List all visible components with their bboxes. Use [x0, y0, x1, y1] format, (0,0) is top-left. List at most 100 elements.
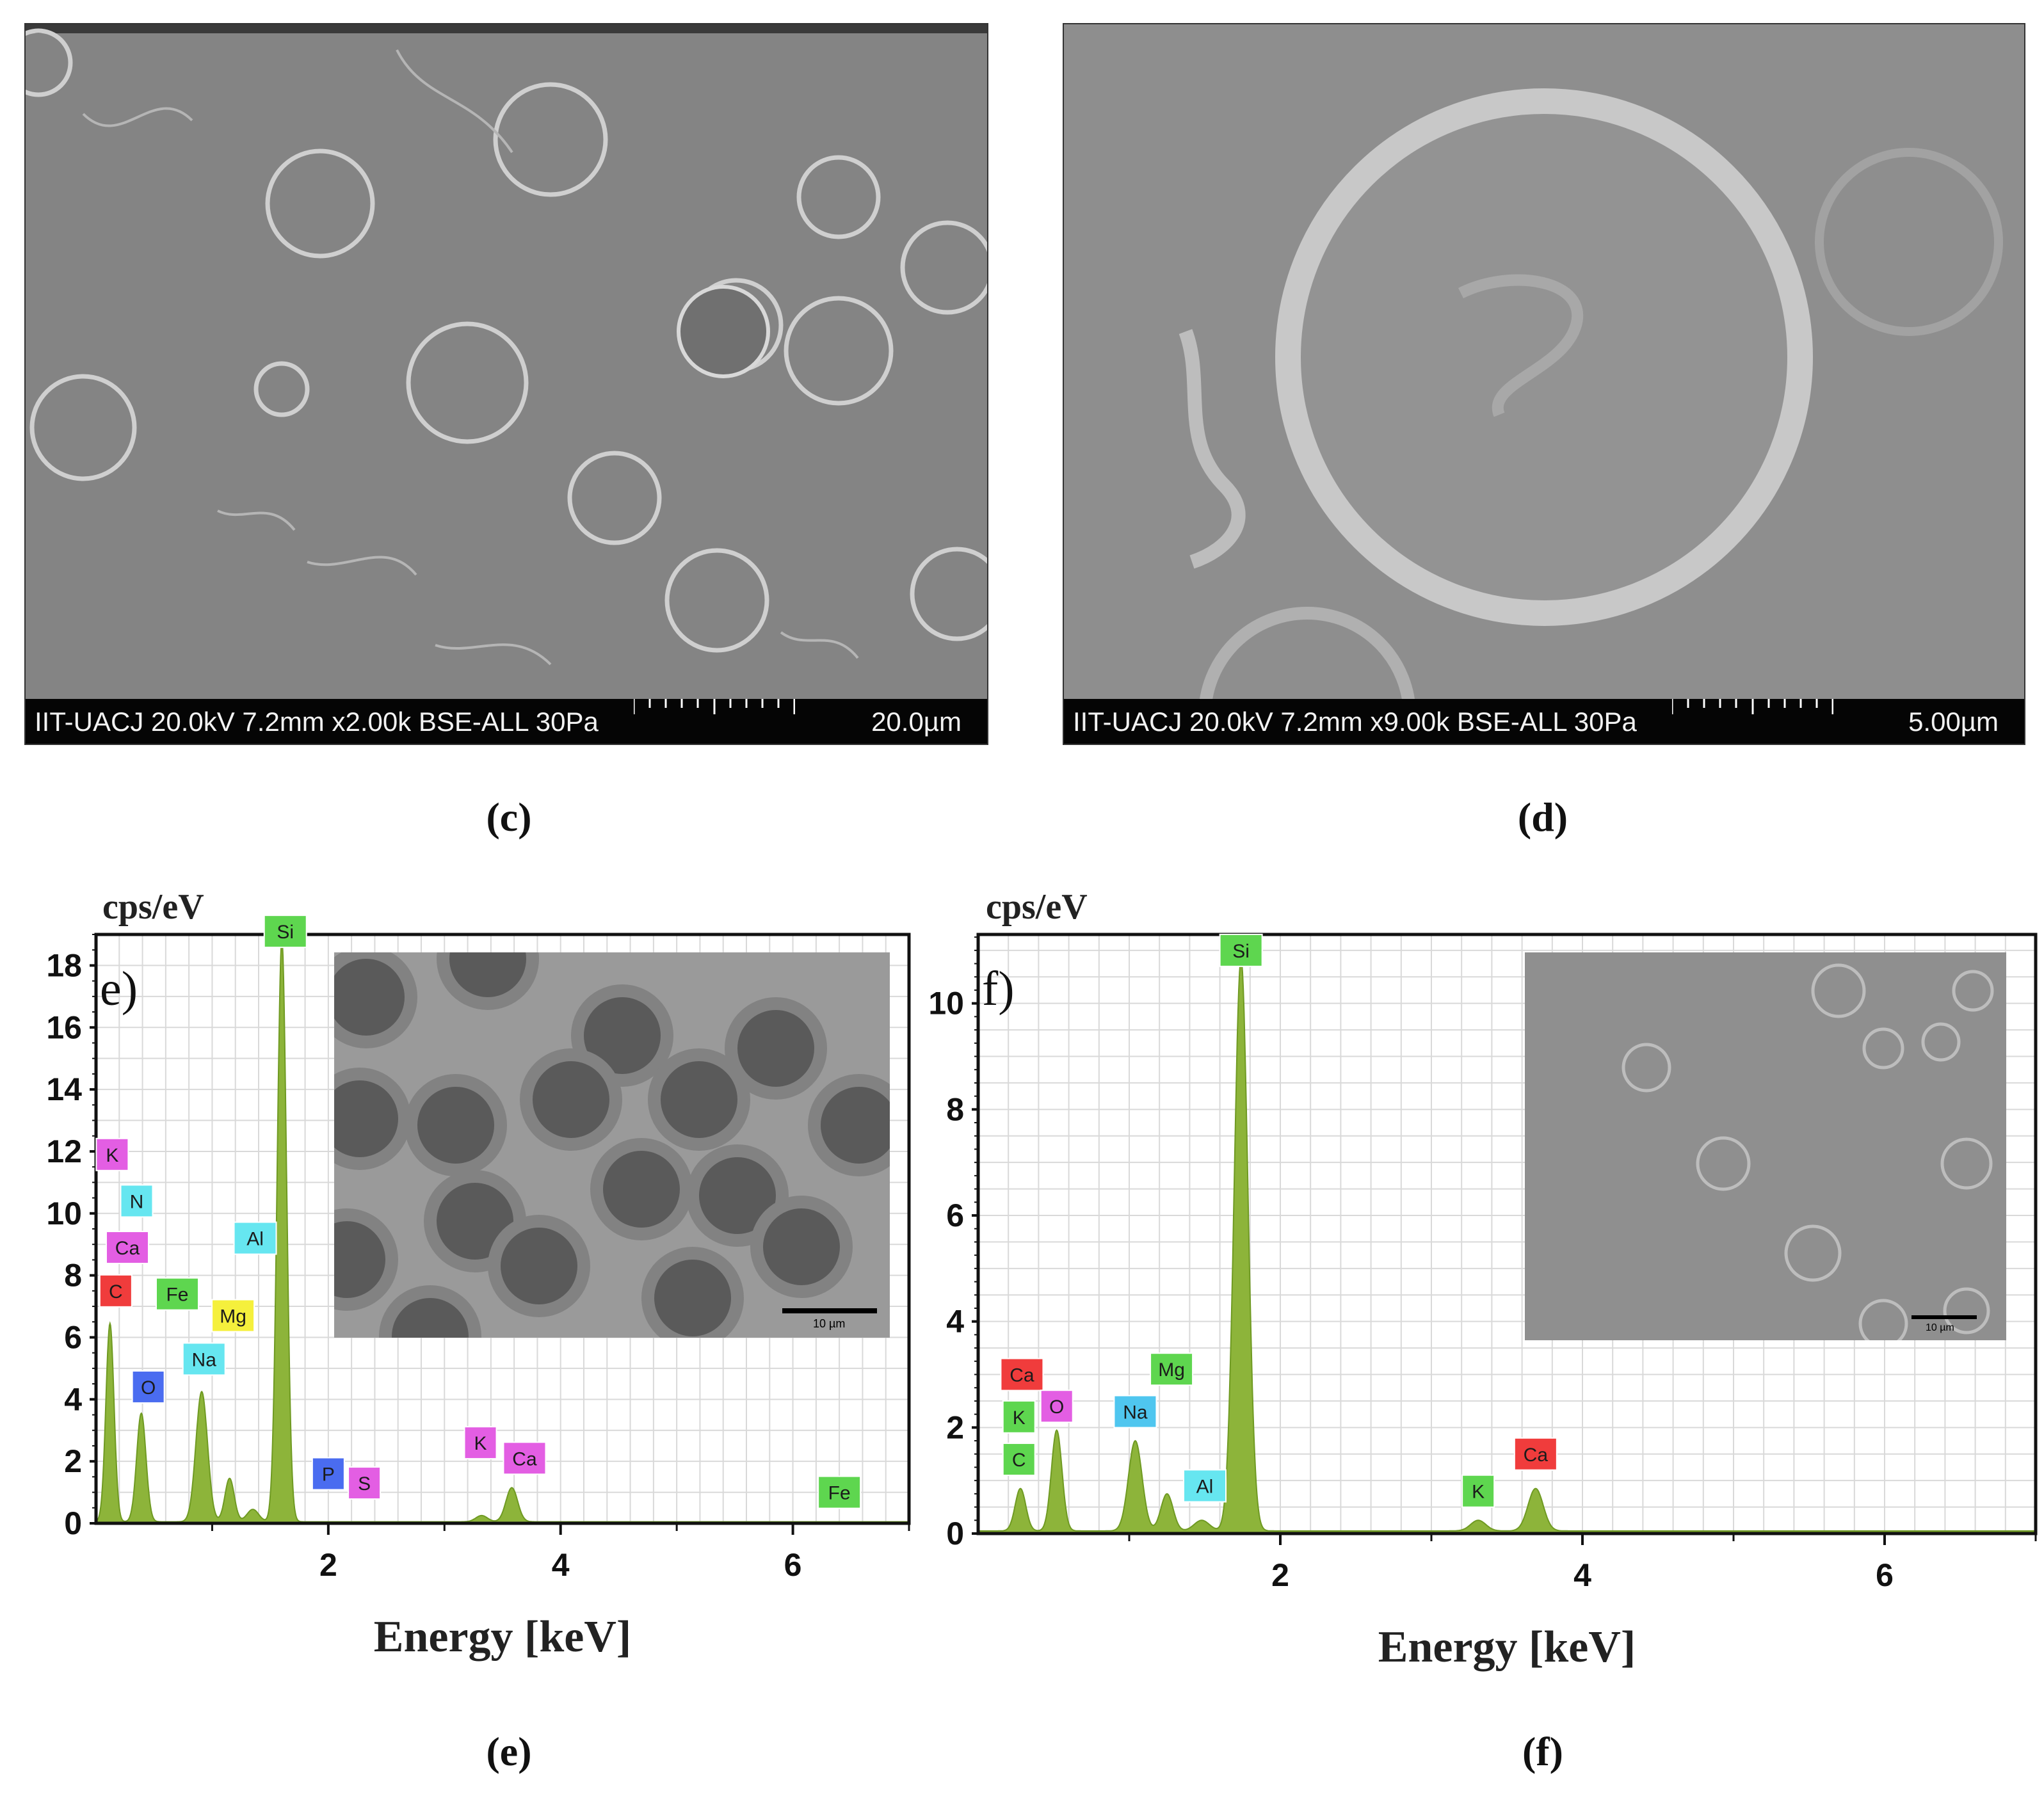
- sem-databar-d: IIT-UACJ 20.0kV 7.2mm x9.00k BSE-ALL 30P…: [1064, 699, 2024, 744]
- element-tag-si: Si: [1219, 933, 1263, 967]
- y-tick-label: 2: [64, 1443, 82, 1479]
- element-tag-ca: Ca: [503, 1441, 547, 1475]
- element-tag-label: Si: [277, 922, 294, 943]
- y-tick-label: 0: [64, 1505, 82, 1541]
- element-tag-label: C: [1012, 1450, 1026, 1471]
- element-tag-box: [348, 1466, 382, 1500]
- element-tag-box: [211, 1299, 255, 1333]
- element-tag-k: K: [1461, 1474, 1495, 1508]
- element-tag-box: [120, 1184, 154, 1218]
- element-tag-box: [156, 1277, 199, 1311]
- element-tag-label: K: [474, 1433, 487, 1454]
- element-tag-fe: Fe: [817, 1475, 862, 1509]
- element-tag-label: K: [106, 1145, 118, 1166]
- element-tag-p: P: [311, 1457, 345, 1491]
- y-tick-label: 12: [46, 1134, 82, 1169]
- panel-letter: f): [982, 962, 1015, 1016]
- element-tag-box: [1002, 1400, 1036, 1434]
- element-tag-label: Si: [1232, 941, 1250, 962]
- sem-image-c: IIT-UACJ 20.0kV 7.2mm x2.00k BSE-ALL 30P…: [24, 23, 988, 745]
- element-tag-ca: Ca: [1513, 1437, 1557, 1471]
- y-axis-title: cps/eV: [986, 887, 1088, 927]
- y-tick-label: 6: [946, 1198, 964, 1233]
- element-tag-label: K: [1013, 1407, 1026, 1429]
- inset-scale-label-f: 10 µm: [1926, 1322, 1954, 1333]
- element-tag-box: [105, 1231, 149, 1265]
- y-tick-label: 10: [928, 986, 964, 1022]
- element-tag-k: K: [95, 1137, 129, 1171]
- sem-info-text-d: IIT-UACJ 20.0kV 7.2mm x9.00k BSE-ALL 30P…: [1073, 707, 1637, 737]
- element-tag-c: C: [99, 1274, 133, 1308]
- sem-micrograph-d: [1064, 24, 2024, 744]
- sem-scale-ticks-d: [1672, 699, 1833, 714]
- spectrum-area: [978, 958, 2036, 1534]
- element-tag-s: S: [348, 1466, 382, 1500]
- panel-letter: e): [100, 962, 138, 1016]
- element-tag-box: [95, 1137, 129, 1171]
- element-tag-label: Ca: [1010, 1365, 1034, 1386]
- element-tag-mg: Mg: [1150, 1352, 1194, 1386]
- sem-scale-label-c: 20.0µm: [871, 707, 962, 737]
- element-tag-box: [463, 1426, 497, 1460]
- y-tick-label: 0: [946, 1516, 964, 1551]
- element-tag-label: C: [109, 1281, 123, 1302]
- y-tick-label: 2: [946, 1409, 964, 1445]
- y-tick-label: 8: [64, 1258, 82, 1294]
- element-tag-label: Al: [246, 1229, 264, 1250]
- element-tag-box: [1219, 933, 1263, 967]
- sem-image-d: IIT-UACJ 20.0kV 7.2mm x9.00k BSE-ALL 30P…: [1063, 23, 2025, 745]
- y-tick-label: 10: [46, 1196, 82, 1231]
- element-tag-box: [503, 1441, 547, 1475]
- element-tag-si: Si: [263, 915, 307, 949]
- x-axis-title: Energy [keV]: [374, 1612, 631, 1662]
- x-tick-label: 6: [784, 1547, 802, 1583]
- y-tick-label: 4: [64, 1381, 82, 1417]
- element-tag-n: N: [120, 1184, 154, 1218]
- sem-scale-ticks-c: [634, 699, 795, 714]
- caption-c: (c): [486, 794, 532, 840]
- eds-chart-e: 0 2 4 6 8 10 12 14 16 18 2 4 6 cps/eV Energy [keV] e) K N…: [0, 877, 999, 1683]
- element-tag-label: Mg: [220, 1306, 246, 1327]
- y-tick-label: 16: [46, 1009, 82, 1045]
- element-tag-box: [1150, 1352, 1194, 1386]
- element-tag-box: [1113, 1395, 1157, 1429]
- sem-scale-label-d: 5.00µm: [1908, 707, 1999, 737]
- element-tag-box: [1461, 1474, 1495, 1508]
- x-axis-title: Energy [keV]: [1378, 1623, 1636, 1672]
- element-tag-ca: Ca: [1000, 1358, 1044, 1391]
- element-tag-al: Al: [1183, 1469, 1227, 1503]
- element-tag-box: [99, 1274, 133, 1308]
- element-tag-label: Fe: [166, 1285, 188, 1306]
- element-tag-na: Na: [182, 1342, 226, 1376]
- eds-chart-f: 0 2 4 6 8 10 2 4 6 cps/eV Energy [keV] f) Ca K C O Mg Na A…: [922, 877, 2044, 1683]
- element-tag-o: O: [131, 1370, 165, 1404]
- element-tag-label: Na: [192, 1349, 217, 1370]
- element-tag-box: [233, 1221, 277, 1255]
- element-tag-fe: Fe: [156, 1277, 199, 1311]
- element-tag-label: O: [141, 1377, 156, 1398]
- element-tag-label: S: [358, 1473, 371, 1494]
- inset-micrograph-f: 10 µm: [1525, 952, 2006, 1340]
- element-tag-label: Fe: [828, 1483, 851, 1504]
- element-tag-box: [263, 915, 307, 949]
- inset-image-f: [1525, 952, 2006, 1340]
- y-tick-label: 18: [46, 947, 82, 983]
- element-tag-box: [1183, 1469, 1227, 1503]
- element-tag-k: K: [1002, 1400, 1036, 1434]
- element-tag-box: [1513, 1437, 1557, 1471]
- y-tick-label: 6: [64, 1319, 82, 1355]
- element-tag-label: N: [130, 1191, 144, 1212]
- element-tag-label: O: [1049, 1397, 1064, 1418]
- element-tag-label: Al: [1196, 1476, 1214, 1497]
- caption-d: (d): [1517, 794, 1568, 840]
- y-tick-label: 14: [46, 1071, 82, 1107]
- element-tag-box: [1040, 1390, 1074, 1423]
- element-tag-box: [1002, 1443, 1036, 1477]
- inset-scale-label-e: 10 µm: [813, 1317, 846, 1330]
- y-tick-label: 4: [946, 1304, 964, 1340]
- element-tag-box: [182, 1342, 226, 1376]
- element-tag-o: O: [1040, 1390, 1074, 1423]
- caption-f: (f): [1522, 1729, 1563, 1774]
- element-tag-al: Al: [233, 1221, 277, 1255]
- element-tag-box: [1000, 1358, 1044, 1391]
